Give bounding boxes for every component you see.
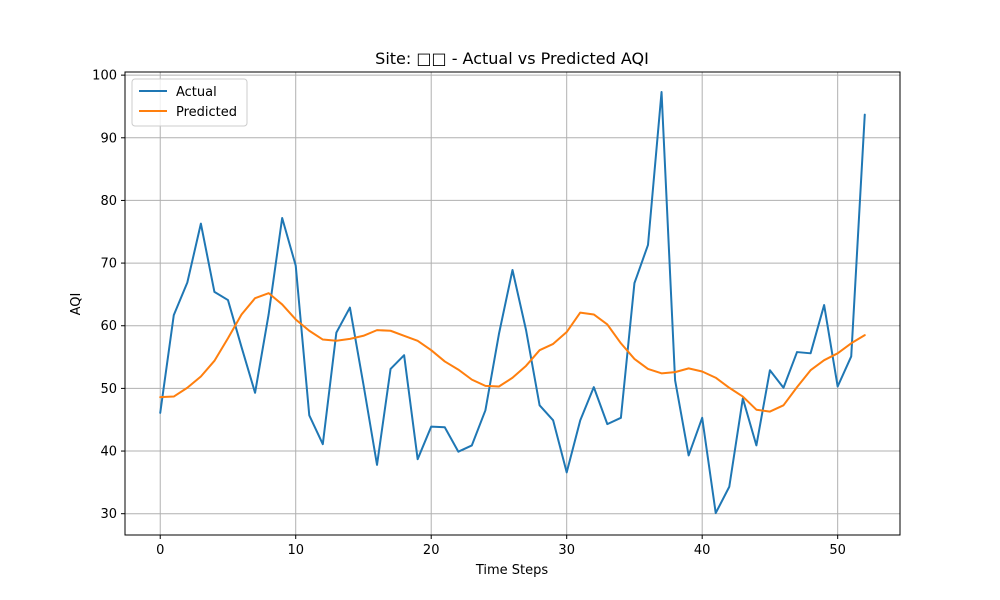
y-tick-label: 30 xyxy=(100,507,117,522)
y-tick-label: 80 xyxy=(100,194,117,209)
series-line-predicted xyxy=(159,292,866,413)
y-tick-label: 100 xyxy=(92,69,117,84)
y-tick-label: 50 xyxy=(100,382,117,397)
legend-label-predicted: Predicted xyxy=(176,105,237,120)
y-tick-label: 90 xyxy=(100,131,117,146)
plot-frame xyxy=(124,71,901,536)
y-tick-label: 70 xyxy=(100,257,117,272)
x-tick-label: 50 xyxy=(829,543,846,558)
y-axis-label: AQI xyxy=(69,293,84,316)
y-tick-label: 40 xyxy=(100,445,117,460)
x-tick-label: 0 xyxy=(156,543,164,558)
chart-title: Site: □□ - Actual vs Predicted AQI xyxy=(375,49,649,68)
axis-ticks: 0 10 20 30 40 50 30 40 50 60 70 80 90 100 xyxy=(92,69,846,558)
legend-label-actual: Actual xyxy=(176,85,217,100)
y-tick-label: 60 xyxy=(100,319,117,334)
series-lines xyxy=(159,91,866,515)
legend: Actual Predicted xyxy=(131,78,248,127)
x-tick-label: 40 xyxy=(694,543,711,558)
x-tick-label: 20 xyxy=(423,543,440,558)
x-axis-label: Time Steps xyxy=(475,563,549,578)
series-line-actual xyxy=(159,91,866,515)
x-tick-label: 10 xyxy=(287,543,304,558)
x-tick-label: 30 xyxy=(558,543,575,558)
